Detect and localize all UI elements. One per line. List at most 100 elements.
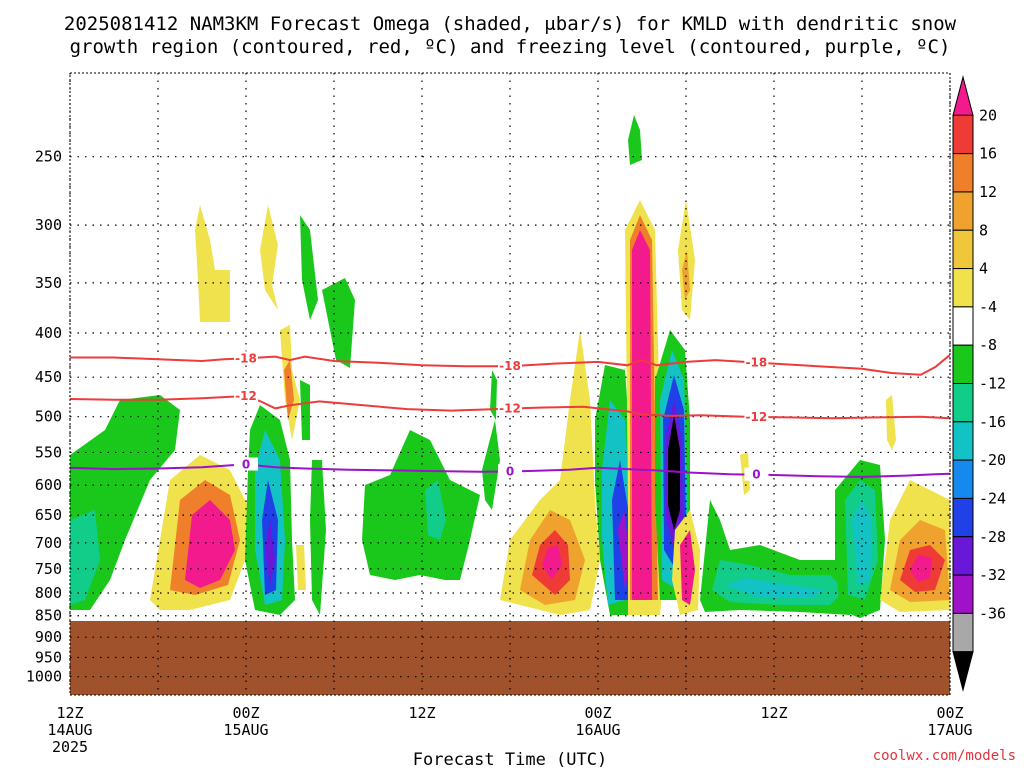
colorbar-label: 16 — [979, 145, 997, 163]
colorbar-swatch — [952, 421, 974, 461]
omega-cell-left-green-2 — [70, 510, 100, 605]
omega-cell-o-pink — [910, 555, 932, 582]
colorbar-label: -24 — [979, 489, 1006, 507]
y-tick-label: 300 — [35, 216, 62, 234]
colorbar-label: -28 — [979, 528, 1006, 546]
omega-cell-e-green — [362, 430, 480, 580]
omega-cell-f2-green — [490, 370, 497, 420]
contour-label-bg — [744, 467, 769, 481]
x-tick-label: 00Z — [232, 704, 259, 722]
x-tick-label: 14AUG — [47, 721, 92, 739]
colorbar-swatch — [952, 306, 974, 346]
credit-text: coolwx.com/models — [873, 748, 1016, 764]
contour-label: -18 — [235, 351, 257, 365]
colorbar-swatch — [952, 229, 974, 270]
contour-label-bg — [234, 457, 258, 471]
colorbar-swatch — [952, 459, 974, 499]
contour-label: -12 — [746, 410, 768, 424]
y-tick-label: 700 — [35, 534, 62, 552]
contour-label-bg — [744, 409, 769, 423]
x-tick-label: 12Z — [56, 704, 83, 722]
y-tick-label: 800 — [35, 584, 62, 602]
x-tick-label: 00Z — [584, 704, 611, 722]
x-tick-label: 12Z — [760, 704, 787, 722]
colorbar-swatch — [952, 191, 974, 231]
omega-cell-upper-yellow — [195, 205, 230, 322]
colorbar-swatch — [952, 497, 974, 538]
contour-label-bg — [234, 388, 258, 402]
contour-label: -18 — [746, 356, 768, 370]
colorbar-label: 12 — [979, 183, 997, 201]
x-tick-label: 12Z — [408, 704, 435, 722]
y-tick-label: 650 — [35, 506, 62, 524]
contour-label-bg — [498, 401, 522, 415]
colorbar-label: -20 — [979, 451, 1006, 469]
y-tick-label: 600 — [35, 476, 62, 494]
colorbar-swatch — [952, 344, 974, 384]
colorbar-top-arrow — [952, 75, 974, 116]
omega-cell-i-top-green — [628, 115, 642, 165]
omega-cell-m-cyan-2 — [725, 578, 825, 598]
colorbar-swatch — [952, 383, 974, 423]
omega-cell-l-orange — [682, 250, 690, 300]
contour-label-bg — [234, 351, 258, 365]
omega-shading — [70, 115, 950, 618]
omega-cell-h-purple — [618, 510, 630, 590]
x-tick-label: 15AUG — [223, 721, 268, 739]
y-tick-label: 550 — [35, 443, 62, 461]
y-tick-label: 950 — [35, 648, 62, 666]
contour-label: 0 — [752, 468, 760, 482]
contour-label: 0 — [506, 464, 514, 478]
colorbar-swatch — [952, 612, 974, 653]
chart-title-line-2: growth region (contoured, red, ºC) and f… — [70, 36, 951, 58]
colorbar-bottom-arrow — [952, 651, 974, 692]
omega-cell-n-cyan-2 — [852, 500, 872, 585]
contour-label-bg — [498, 464, 522, 478]
contour-label: -18 — [499, 359, 521, 373]
omega-cell-d3-green — [300, 380, 310, 440]
x-axis-label: Forecast Time (UTC) — [413, 750, 607, 768]
contour-label-bg — [498, 359, 522, 373]
y-axis-ticks: 250 300 350 400 450 500 550 600 650 700 750 800 850 9… — [26, 148, 62, 686]
colorbar-label: -32 — [979, 566, 1006, 584]
y-tick-label: 1000 — [26, 668, 62, 686]
y-tick-label: 400 — [35, 324, 62, 342]
plot-frame — [69, 72, 951, 696]
colorbar-label: 8 — [979, 221, 988, 239]
y-tick-label: 450 — [35, 368, 62, 386]
omega-cell-k-pink — [680, 530, 695, 605]
terrain-block — [70, 620, 950, 695]
y-tick-label: 750 — [35, 560, 62, 578]
omega-cell-f-green — [482, 420, 500, 510]
y-tick-label: 350 — [35, 274, 62, 292]
y-tick-label: 250 — [35, 148, 62, 166]
x-tick-label: 16AUG — [575, 721, 620, 739]
colorbar-label: -16 — [979, 413, 1006, 431]
omega-cell-d4-green — [310, 460, 326, 615]
colorbar-swatch — [952, 268, 974, 308]
colorbar-label: -12 — [979, 375, 1006, 393]
contour-label-bg — [744, 355, 769, 369]
colorbar-label: -36 — [979, 604, 1006, 622]
y-tick-label: 500 — [35, 408, 62, 426]
colorbar-swatch — [952, 536, 974, 576]
x-tick-label: 00Z — [936, 704, 963, 722]
y-tick-label: 850 — [35, 607, 62, 625]
contour-label: -12 — [499, 402, 521, 416]
chart-title-line-1: 2025081412 NAM3KM Forecast Omega (shaded… — [64, 13, 957, 35]
omega-cell-d2-green — [322, 278, 355, 368]
colorbar-label: 20 — [979, 106, 997, 124]
contour-label: 0 — [242, 458, 250, 472]
omega-cell-d-green — [300, 215, 318, 320]
colorbar-label: -4 — [979, 298, 997, 316]
omega-cell-e-cyan — [425, 480, 446, 540]
omega-cell-p-yellow — [886, 395, 896, 450]
omega-cell-a-pink — [185, 500, 235, 588]
x-tick-label: 2025 — [52, 738, 88, 756]
colorbar: 20 16 12 8 4 -4 -8 -12 -16 -20 -24 -28 -32 -36 — [952, 75, 1006, 692]
contour-label: -12 — [235, 389, 257, 403]
omega-cell-upper-yellow-2 — [260, 205, 278, 310]
y-tick-label: 900 — [35, 628, 62, 646]
